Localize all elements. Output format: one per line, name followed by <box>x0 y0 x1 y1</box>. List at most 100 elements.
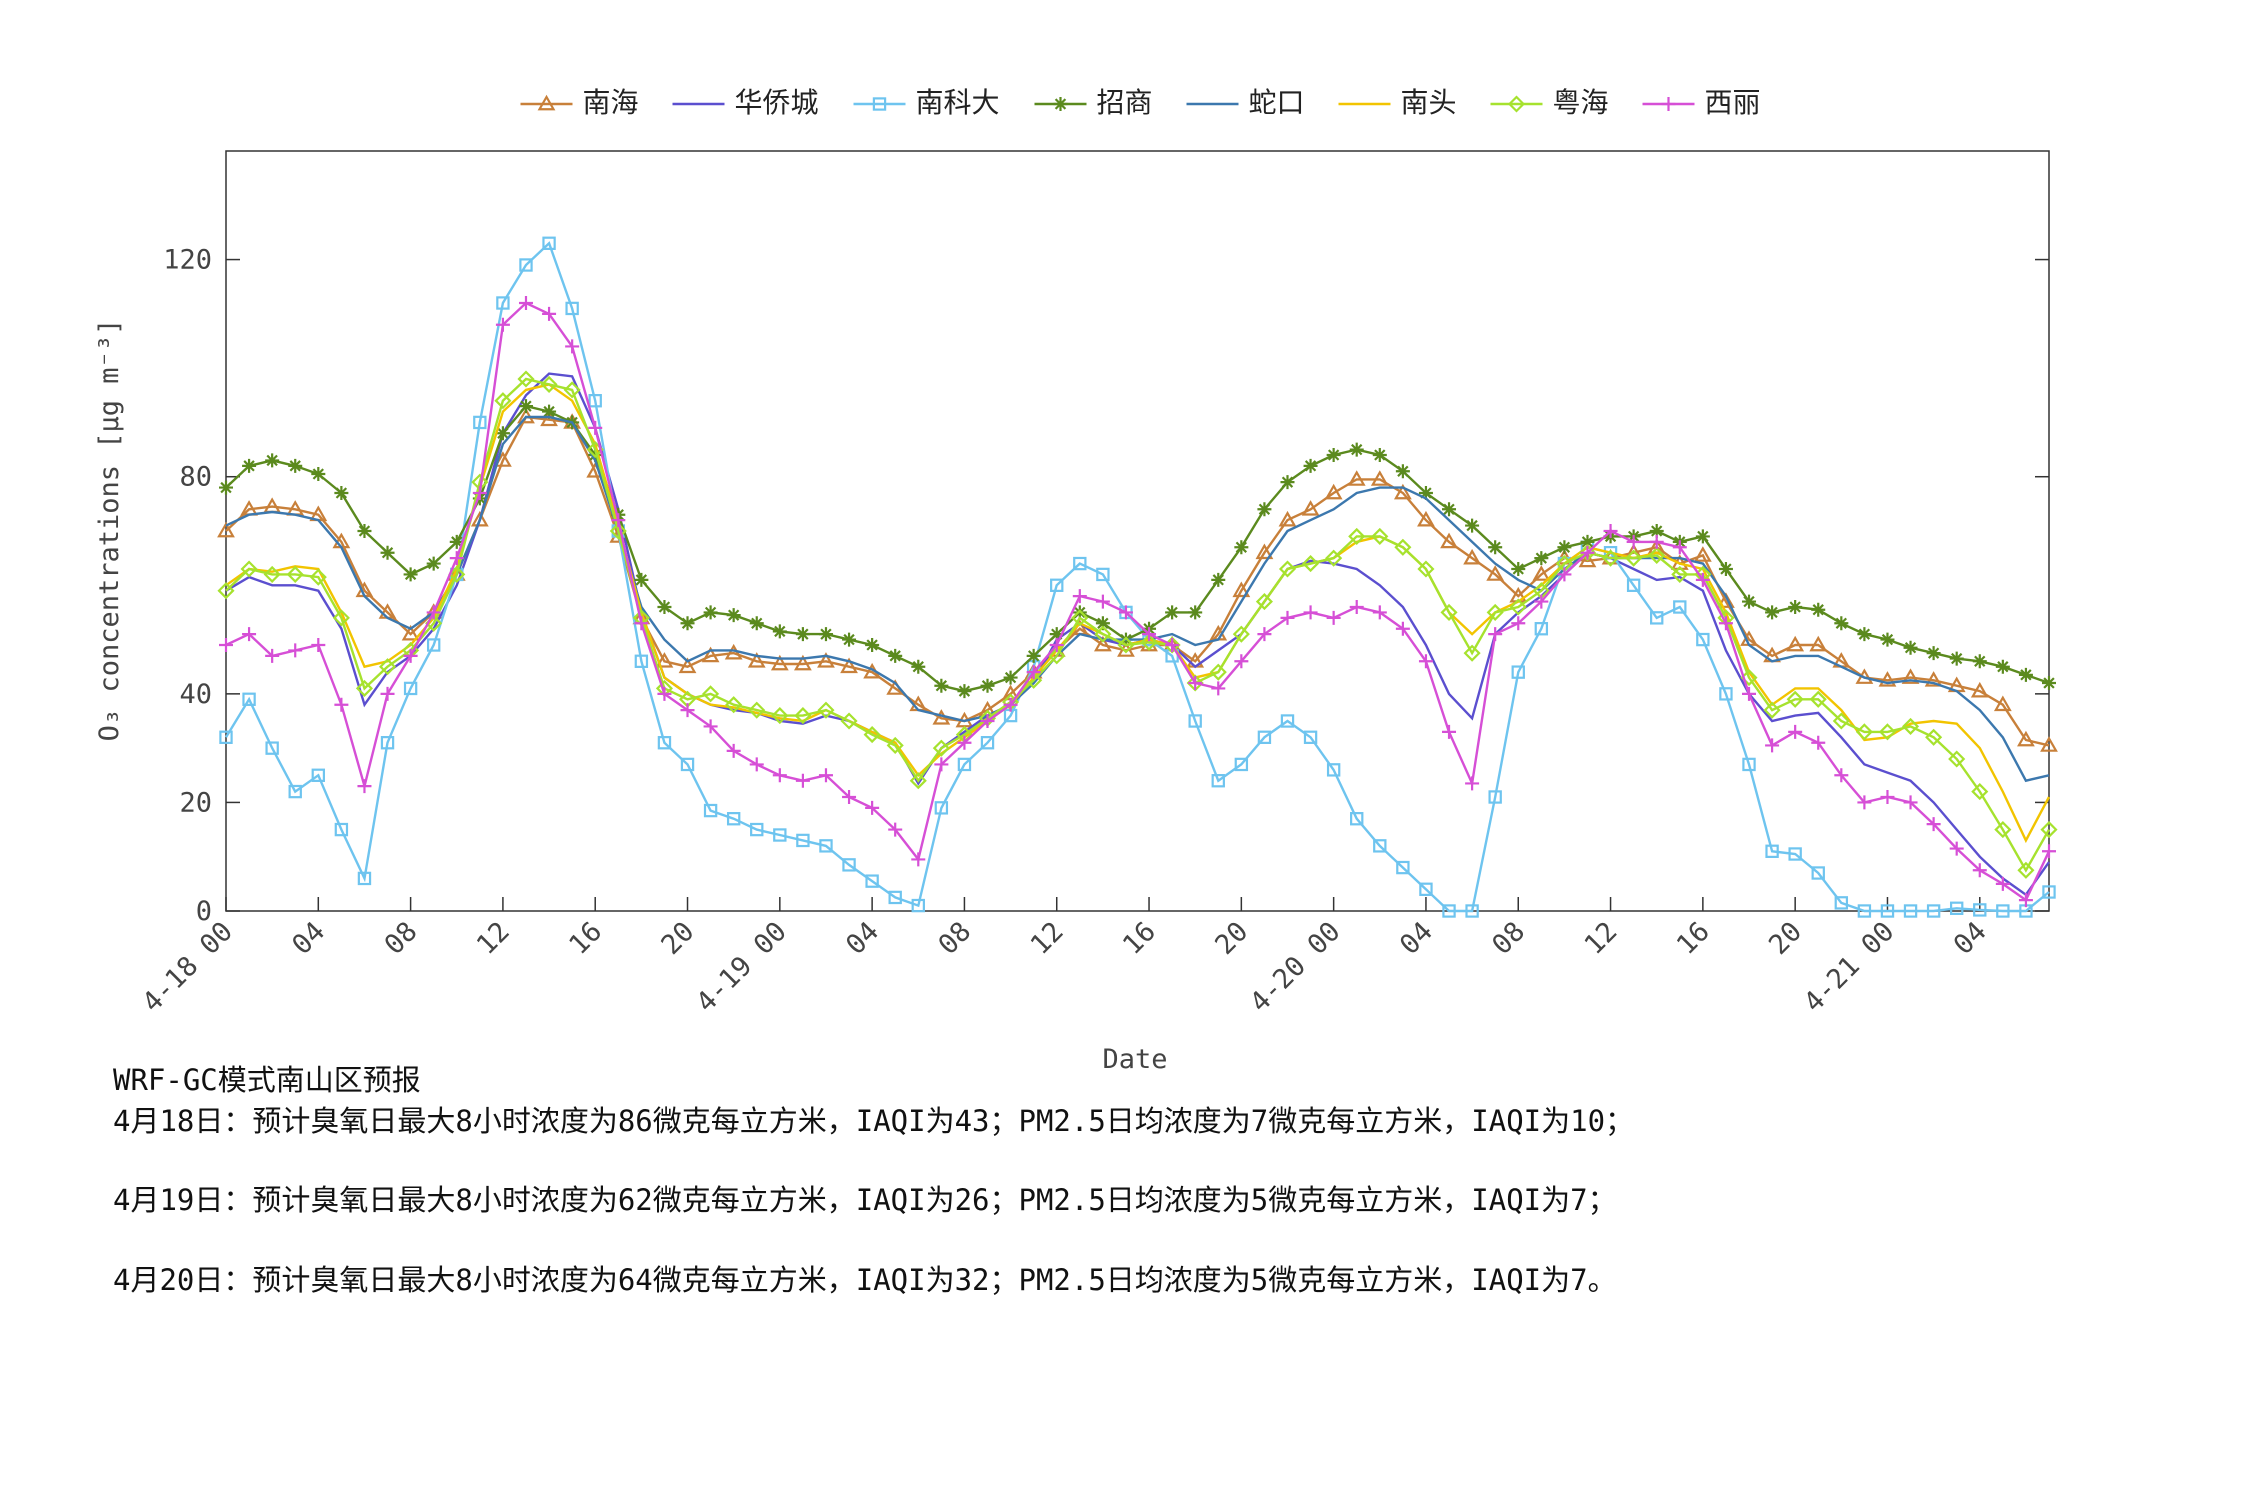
marker <box>1095 594 1110 609</box>
marker <box>1880 632 1895 647</box>
marker <box>865 800 880 815</box>
marker <box>1165 638 1180 652</box>
legend-label: 西丽 <box>1705 86 1761 119</box>
marker <box>240 560 258 578</box>
marker <box>449 534 464 549</box>
series <box>219 236 2056 918</box>
marker <box>1532 565 1551 581</box>
marker <box>286 565 304 583</box>
marker <box>657 686 672 701</box>
marker <box>1003 697 1018 712</box>
marker <box>1255 543 1274 560</box>
marker <box>2040 821 2058 839</box>
marker <box>1765 738 1780 753</box>
marker <box>1811 735 1826 750</box>
marker <box>1096 567 1110 582</box>
y-tick-label: 0 <box>196 896 212 927</box>
marker <box>1971 783 1989 801</box>
marker <box>542 404 557 419</box>
marker <box>1834 896 1849 910</box>
marker <box>772 624 787 639</box>
marker <box>265 453 280 468</box>
marker <box>1511 665 1525 679</box>
marker <box>794 707 812 725</box>
marker <box>1303 730 1318 744</box>
marker <box>817 652 835 668</box>
marker <box>1855 723 1873 741</box>
marker <box>1507 95 1526 113</box>
marker <box>2018 667 2033 682</box>
marker <box>1394 538 1412 556</box>
marker <box>818 768 833 783</box>
marker <box>1257 502 1272 517</box>
marker <box>1255 593 1273 611</box>
marker <box>1417 510 1435 527</box>
marker <box>888 648 903 663</box>
marker <box>1488 627 1503 642</box>
marker <box>1878 671 1897 687</box>
marker <box>263 565 281 583</box>
marker <box>657 600 672 614</box>
marker <box>1324 483 1343 500</box>
marker <box>1094 625 1112 643</box>
marker <box>1718 562 1733 576</box>
marker <box>1580 545 1595 560</box>
marker <box>1095 616 1110 631</box>
marker <box>1924 671 1943 687</box>
marker <box>795 627 810 642</box>
marker <box>1925 728 1943 746</box>
marker <box>609 522 627 540</box>
marker <box>1348 527 1366 545</box>
marker <box>311 638 326 652</box>
marker <box>1026 648 1041 663</box>
marker <box>1440 532 1458 549</box>
marker <box>1834 768 1849 783</box>
marker <box>1442 904 1456 918</box>
marker <box>611 513 626 528</box>
marker <box>1117 636 1135 654</box>
marker <box>588 420 603 435</box>
marker <box>1232 625 1250 643</box>
marker <box>1901 717 1920 735</box>
marker <box>1880 790 1895 804</box>
marker <box>1534 551 1549 566</box>
marker <box>888 822 903 837</box>
marker <box>842 790 857 804</box>
marker <box>1257 730 1272 744</box>
marker <box>1693 546 1712 562</box>
marker <box>1419 882 1433 896</box>
marker <box>1488 790 1502 804</box>
marker <box>655 652 674 668</box>
marker <box>1278 510 1297 527</box>
marker <box>1072 605 1087 620</box>
marker <box>1347 470 1366 486</box>
marker <box>1696 632 1710 647</box>
marker <box>563 381 581 399</box>
marker <box>1326 448 1341 462</box>
marker <box>426 556 441 571</box>
data-line <box>225 377 2051 873</box>
marker <box>1625 549 1643 567</box>
marker <box>1949 901 1964 915</box>
marker <box>2017 861 2035 879</box>
marker <box>1486 603 1504 621</box>
marker <box>957 684 972 699</box>
marker <box>796 833 810 848</box>
marker <box>1672 540 1687 555</box>
marker <box>517 370 535 388</box>
marker <box>1995 659 2010 674</box>
marker <box>680 616 695 631</box>
forecast-title: WRF-GC模式南山区预报 <box>113 1063 421 1097</box>
marker <box>1511 562 1526 576</box>
marker <box>1970 681 1989 698</box>
marker <box>1026 665 1041 680</box>
marker <box>332 609 350 627</box>
marker <box>1395 464 1410 479</box>
marker <box>702 685 720 703</box>
marker <box>1234 654 1249 669</box>
marker <box>818 627 833 642</box>
legend-label: 华侨城 <box>735 86 819 119</box>
marker <box>1373 839 1387 853</box>
marker <box>817 701 835 719</box>
